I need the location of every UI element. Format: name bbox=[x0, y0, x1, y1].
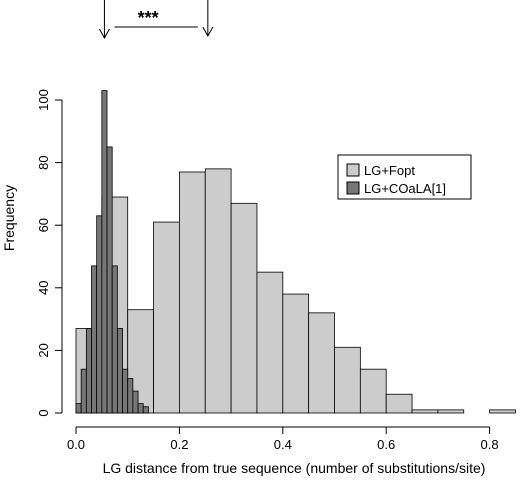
y-tick-label-4: 80 bbox=[36, 155, 51, 169]
bar-lg-fopt-9 bbox=[308, 312, 335, 414]
bar-lg-fopt-5 bbox=[204, 168, 232, 414]
bar-lg-coala-8 bbox=[116, 328, 123, 414]
bar-lg-fopt-14 bbox=[437, 409, 465, 414]
arrow-fopt-mean-head bbox=[202, 26, 214, 38]
bar-lg-coala-10 bbox=[127, 378, 134, 414]
bar-lg-fopt-7 bbox=[256, 271, 284, 414]
y-axis-title: Frequency bbox=[1, 185, 17, 251]
x-tick-label-0: 0.0 bbox=[67, 437, 85, 452]
bar-lg-coala-1 bbox=[80, 368, 87, 414]
bar-lg-coala-12 bbox=[137, 403, 144, 414]
legend: LG+Fopt LG+COaLA[1] bbox=[337, 154, 472, 200]
bar-lg-fopt-12 bbox=[385, 393, 413, 414]
legend-label-lg-coala: LG+COaLA[1] bbox=[364, 181, 446, 196]
y-tick-label-5: 100 bbox=[36, 89, 51, 111]
y-axis: 0 20 40 60 80 100 bbox=[36, 89, 63, 417]
legend-label-lg-fopt: LG+Fopt bbox=[364, 163, 415, 178]
x-tick-label-3: 0.6 bbox=[377, 437, 395, 452]
legend-swatch-lg-fopt bbox=[346, 163, 360, 177]
bar-lg-coala-7 bbox=[111, 265, 118, 414]
x-tick-label-4: 0.8 bbox=[481, 437, 499, 452]
bar-lg-fopt-13 bbox=[411, 409, 439, 414]
bar-lg-fopt-11 bbox=[359, 368, 387, 414]
bar-lg-coala-4 bbox=[96, 215, 103, 414]
bar-lg-coala-13 bbox=[142, 406, 149, 414]
x-axis-title: LG distance from true sequence (number o… bbox=[103, 460, 486, 476]
legend-swatch-lg-coala bbox=[346, 181, 360, 195]
bar-lg-coala-3 bbox=[91, 265, 98, 414]
bar-lg-coala-5 bbox=[101, 90, 108, 414]
y-tick-label-0: 0 bbox=[36, 409, 51, 416]
bar-lg-fopt-8 bbox=[282, 293, 310, 414]
legend-box bbox=[337, 154, 472, 200]
arrow-coala-mean-head bbox=[98, 28, 110, 40]
x-tick-label-2: 0.4 bbox=[274, 437, 292, 452]
bar-lg-coala-2 bbox=[85, 328, 92, 414]
significance-stars: *** bbox=[138, 8, 159, 28]
x-tick-label-1: 0.2 bbox=[170, 437, 188, 452]
bar-lg-coala-11 bbox=[132, 390, 139, 414]
y-tick-label-1: 20 bbox=[36, 343, 51, 357]
series-lg-coala-bars bbox=[75, 90, 149, 414]
bar-lg-coala-9 bbox=[122, 368, 129, 414]
bar-lg-fopt-4 bbox=[178, 171, 206, 414]
x-axis: 0.0 0.2 0.4 0.6 0.8 bbox=[67, 426, 499, 452]
bar-lg-fopt-16 bbox=[489, 409, 516, 414]
y-tick-label-3: 60 bbox=[36, 218, 51, 232]
y-tick-label-2: 40 bbox=[36, 281, 51, 295]
bar-lg-fopt-3 bbox=[153, 221, 180, 414]
bar-lg-coala-0 bbox=[75, 403, 82, 414]
series-lg-fopt-bars bbox=[75, 168, 516, 414]
bar-lg-fopt-6 bbox=[230, 202, 258, 414]
bar-lg-coala-6 bbox=[106, 146, 113, 414]
significance-annotation: *** bbox=[98, 0, 214, 40]
bar-lg-fopt-10 bbox=[334, 346, 361, 414]
